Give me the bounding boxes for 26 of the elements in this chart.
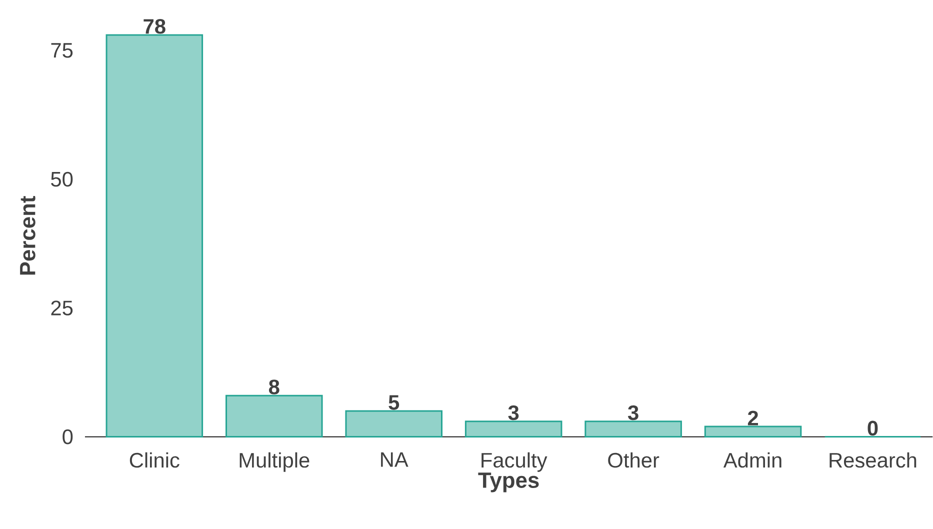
x-tick-label: Research [830, 452, 916, 468]
data-label: 78 [144, 19, 166, 34]
y-tick-label: 0 [62, 430, 73, 444]
data-label: 2 [748, 410, 758, 426]
x-tick-label: NA [381, 452, 408, 467]
y-tick-label: 75 [51, 43, 73, 58]
y-axis-title: Percent [20, 196, 36, 275]
bar [225, 394, 323, 438]
data-label: 3 [508, 405, 519, 420]
x-axis-title: Types [478, 472, 539, 492]
x-tick-label: Multiple [240, 452, 310, 472]
bar [704, 426, 802, 438]
x-tick-label: Clinic [130, 452, 180, 468]
bar [464, 420, 562, 438]
data-label: 0 [868, 420, 878, 436]
bar [345, 410, 442, 438]
data-label: 8 [268, 380, 280, 395]
data-label: 3 [628, 405, 638, 420]
x-tick-label: Faculty [482, 452, 548, 472]
bar [584, 420, 682, 438]
x-tick-label: Other [608, 452, 660, 468]
x-tick-label: Admin [723, 452, 782, 468]
y-tick-label: 50 [51, 172, 73, 187]
data-label: 5 [388, 395, 400, 410]
bar [106, 34, 204, 438]
y-tick-label: 25 [51, 300, 73, 316]
